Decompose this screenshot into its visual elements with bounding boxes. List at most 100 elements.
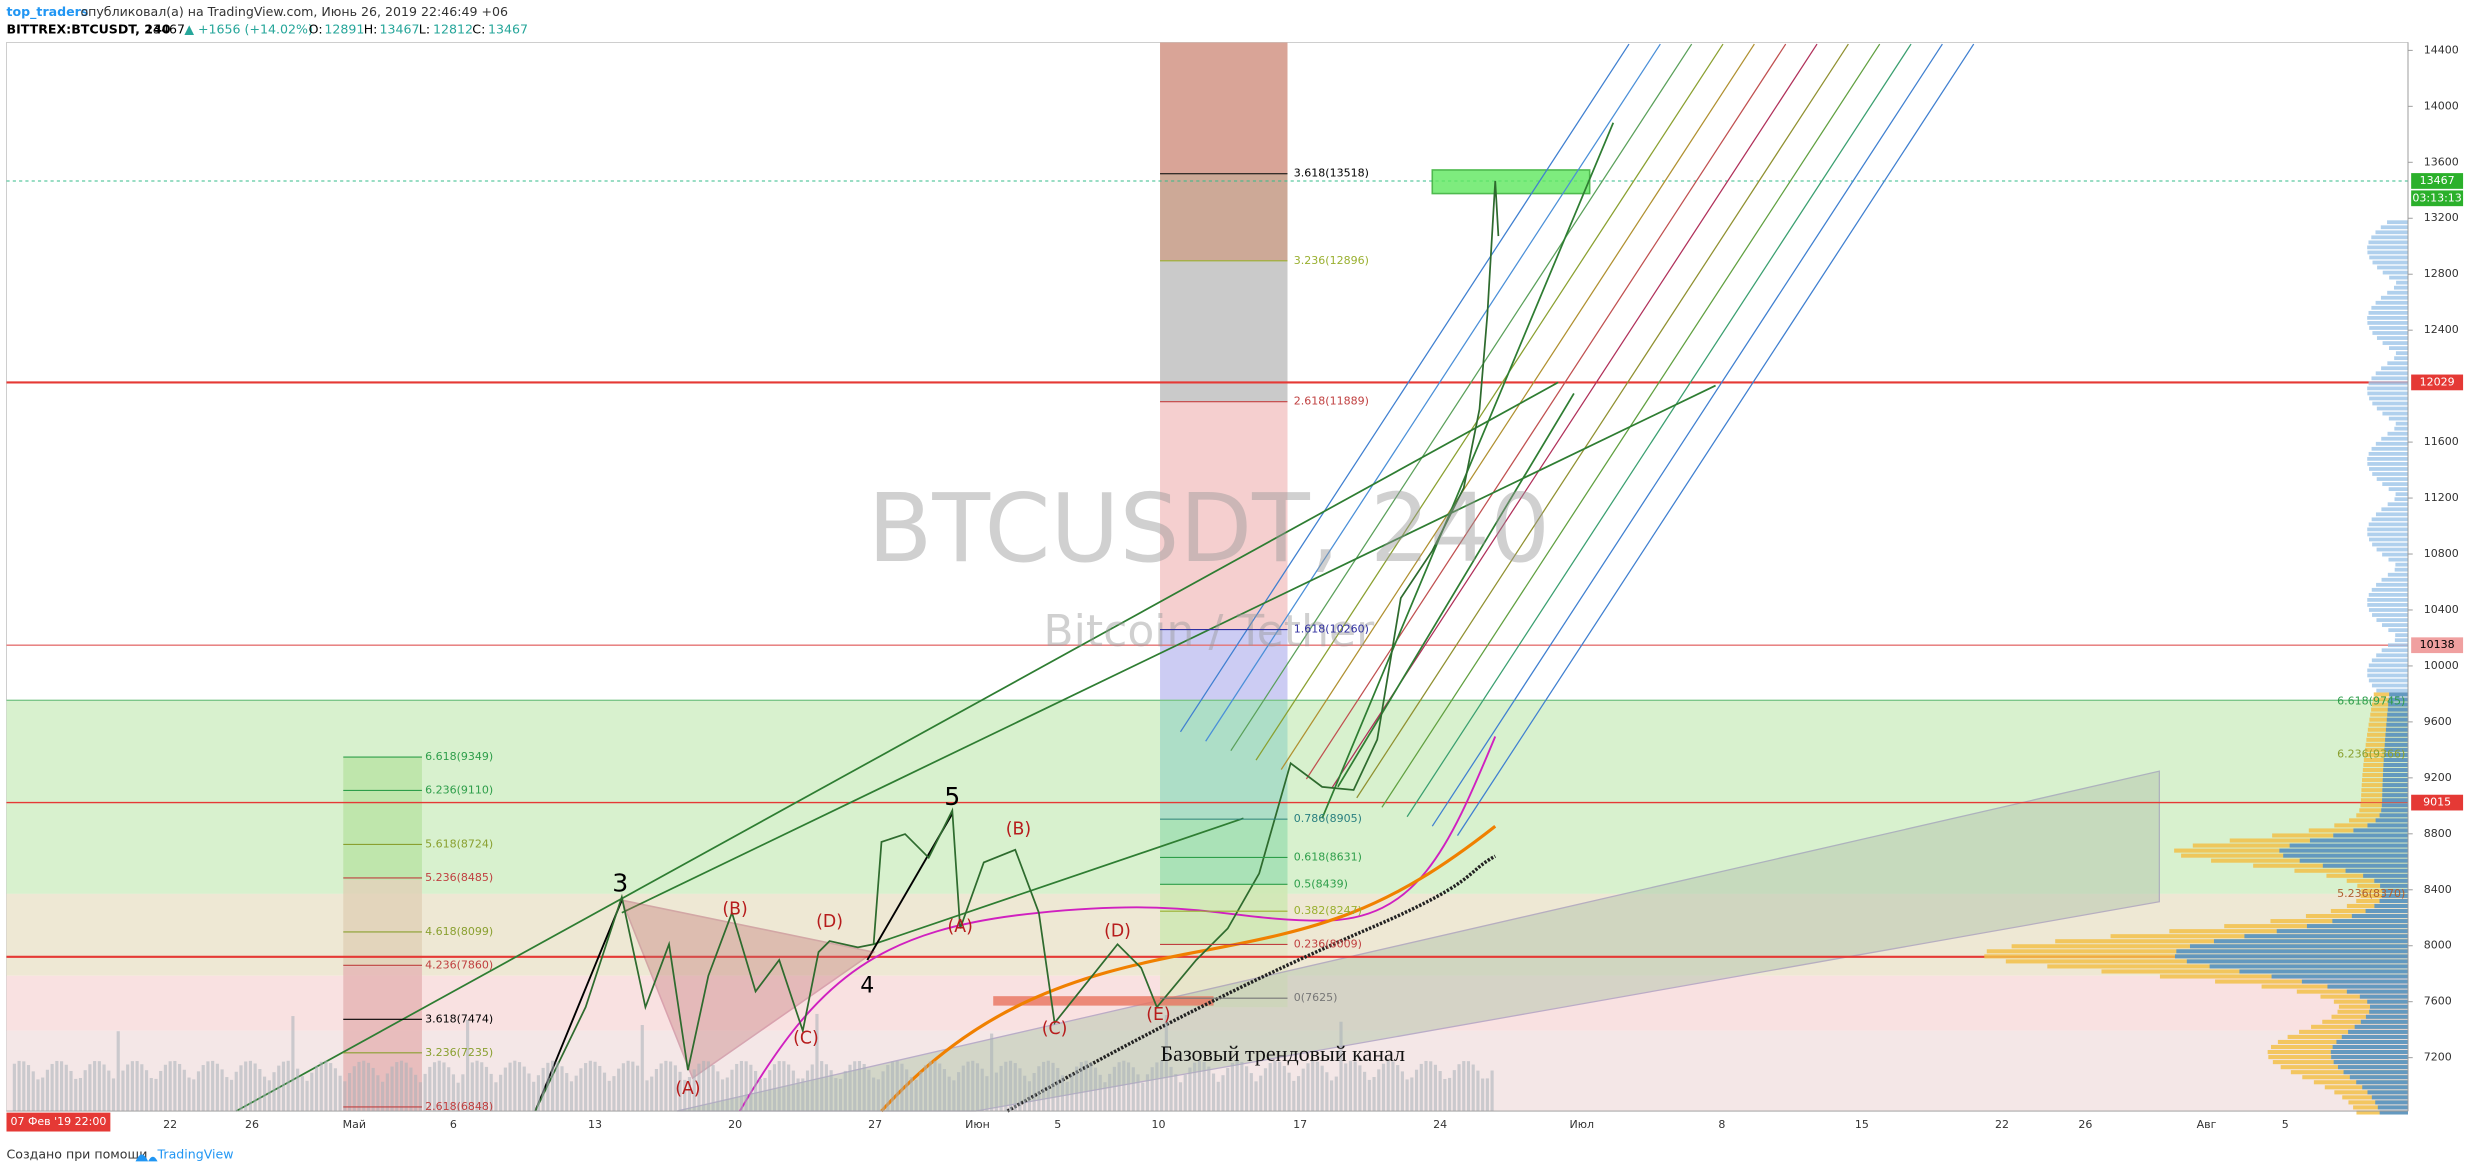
volume-bar [253, 1063, 257, 1112]
fan-line [1456, 43, 1975, 836]
volume-bar [758, 1078, 762, 1112]
volume-bar [1150, 1067, 1154, 1112]
profile-bar [2359, 994, 2408, 999]
time-tick: Июл [1570, 1118, 1595, 1131]
fib-label: 6.236(9366) [2337, 748, 2405, 761]
price-tick: 13600 [2424, 155, 2459, 168]
last: 13467 [145, 21, 185, 36]
volume-bar [1301, 1068, 1305, 1112]
change: ▲ +1656 (+14.02%) [184, 21, 313, 36]
profile-bar [2348, 1029, 2408, 1034]
profile-bar [2367, 391, 2408, 396]
h-label: H: [364, 21, 378, 36]
volume-bar [272, 1072, 276, 1112]
volume-bar [211, 1060, 215, 1112]
volume-bar [1108, 1073, 1112, 1112]
volume-bar [886, 1065, 890, 1112]
volume-bar [376, 1075, 380, 1112]
profile-bar [2372, 542, 2408, 547]
volume-bar [744, 1061, 748, 1112]
profile-bar [2368, 381, 2408, 386]
volume-bar [881, 1071, 885, 1112]
profile-bar [2394, 426, 2408, 431]
fib-label: 0.618(8631) [1294, 850, 1362, 863]
time-tick: Май [343, 1118, 366, 1131]
volume-bar [923, 1065, 928, 1112]
volume-bar [1249, 1073, 1253, 1112]
volume-bar [1306, 1063, 1310, 1112]
volume-bar [1405, 1079, 1409, 1112]
time-tick: 13 [588, 1118, 602, 1131]
user[interactable]: top_traders [6, 4, 88, 20]
volume-bar [159, 1070, 163, 1112]
volume-bar [1334, 1076, 1338, 1112]
time-tick: 20 [728, 1118, 742, 1131]
o-label: O: [309, 21, 323, 36]
volume-bar [602, 1072, 607, 1112]
profile-bar [2367, 321, 2408, 325]
volume-bar [385, 1073, 389, 1112]
volume-bar [999, 1065, 1003, 1112]
profile-bar [2365, 1014, 2408, 1019]
volume-bar [1032, 1073, 1036, 1112]
volume-bar [1396, 1065, 1400, 1112]
volume-bar [135, 1061, 139, 1112]
volume-bar [1410, 1077, 1414, 1112]
volume-bar [121, 1070, 125, 1112]
volume-bar [1145, 1074, 1150, 1112]
volume-bar [17, 1060, 21, 1112]
profile-bar [2382, 552, 2408, 557]
c-label: C: [472, 21, 485, 36]
volume-bar [697, 1063, 701, 1112]
volume-bar [1381, 1063, 1386, 1112]
volume-bar [12, 1063, 16, 1112]
volume-bar [196, 1071, 201, 1112]
footer-brand[interactable]: TradingView [157, 1147, 234, 1162]
volume-bar [1481, 1078, 1485, 1112]
profile-bar [2341, 1034, 2408, 1039]
volume-bar [782, 1061, 786, 1112]
profile-bar [2381, 803, 2408, 808]
volume-bar [848, 1064, 852, 1112]
profile-bar [2393, 285, 2408, 290]
profile-bar [2382, 783, 2408, 788]
volume-bar [1141, 1082, 1145, 1112]
volume-bar [1131, 1067, 1135, 1112]
fib-label: 3.618(13518) [1294, 167, 1369, 180]
volume-bar [1476, 1070, 1480, 1112]
volume-bar [1211, 1073, 1216, 1112]
wave-label: (D) [816, 912, 843, 932]
profile-bar [2380, 295, 2408, 300]
profile-bar [2377, 265, 2408, 270]
profile-bar [2368, 608, 2408, 612]
volume-bar [1263, 1068, 1268, 1112]
volume-bar [1466, 1061, 1471, 1112]
volume-bar [437, 1060, 441, 1112]
profile-bar [2379, 1110, 2408, 1115]
price-badge-text: 03:13:13 [2412, 191, 2461, 204]
volume-bar [1363, 1071, 1367, 1112]
volume-bar [1037, 1066, 1041, 1112]
volume-bar [1400, 1071, 1404, 1112]
fib-label: 4.236(7860) [425, 958, 493, 971]
volume-bar [140, 1064, 144, 1112]
time-tick: 17 [1293, 1118, 1307, 1131]
price-tick: 8400 [2424, 883, 2452, 896]
volume-bar [50, 1063, 54, 1112]
profile-bar [2389, 692, 2408, 697]
profile-bar [2332, 1044, 2408, 1050]
volume-bar [815, 1013, 819, 1112]
volume-bar [414, 1074, 418, 1112]
volume-bar [947, 1076, 951, 1112]
volume-bar [919, 1071, 923, 1112]
profile-bar [2331, 1055, 2408, 1060]
ma-magenta [739, 736, 1497, 1112]
volume-bar [300, 1076, 304, 1112]
volume-bar [1315, 1061, 1319, 1112]
profile-bar [2381, 623, 2408, 627]
profile-bar [2395, 633, 2408, 638]
volume-bar [763, 1077, 767, 1112]
profile-bar [2346, 989, 2408, 994]
profile-bar [2322, 863, 2408, 868]
channel-label: Базовый трендовый канал [1161, 1041, 1405, 1066]
